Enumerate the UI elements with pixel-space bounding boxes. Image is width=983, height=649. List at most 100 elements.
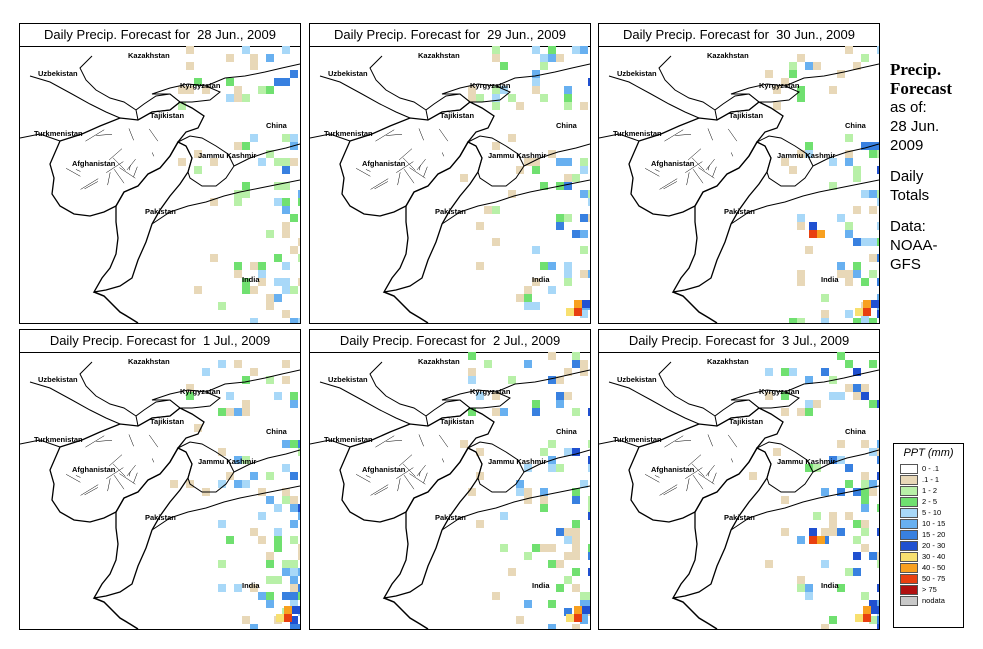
- precip-cell: [564, 278, 572, 286]
- precip-cell: [582, 300, 590, 308]
- precip-cell: [805, 62, 813, 70]
- precip-cell: [226, 78, 234, 86]
- precip-cell: [765, 392, 773, 400]
- precip-cell: [540, 496, 548, 504]
- province-line: [151, 458, 155, 463]
- precip-cell: [282, 560, 290, 568]
- precip-cell: [508, 94, 516, 102]
- precip-cell: [564, 448, 572, 456]
- precip-cell: [266, 472, 274, 480]
- precip-cell: [845, 222, 853, 230]
- precip-cell: [797, 54, 805, 62]
- country-label: Tajikistan: [729, 111, 763, 120]
- precip-cell: [861, 528, 869, 536]
- precip-cell: [821, 310, 829, 318]
- precip-cell: [572, 568, 580, 576]
- precip-cell: [797, 150, 805, 158]
- province-line: [149, 128, 159, 142]
- precip-cell: [540, 544, 548, 552]
- precip-cell: [290, 214, 298, 222]
- precip-cell: [532, 408, 540, 416]
- precip-cell: [250, 472, 258, 480]
- country-label: India: [821, 275, 839, 284]
- country-label: Pakistan: [145, 207, 176, 216]
- turkmenistan-boundary: [20, 133, 61, 142]
- precip-cell: [524, 488, 532, 496]
- precip-cell: [861, 278, 869, 286]
- province-line: [398, 148, 413, 161]
- precip-cell: [853, 536, 861, 544]
- precip-cell: [574, 308, 582, 316]
- precip-cell: [284, 606, 292, 614]
- precip-cell: [484, 206, 492, 214]
- precip-cell: [765, 368, 773, 376]
- side-info: Precip. Forecast as of: 28 Jun. 2009 Dai…: [890, 60, 980, 274]
- province-line: [644, 474, 660, 483]
- province-line: [416, 158, 426, 171]
- province-line: [707, 434, 713, 447]
- precip-cell: [242, 94, 250, 102]
- precip-cell: [274, 278, 282, 286]
- precip-cell: [492, 592, 500, 600]
- precip-cell: [290, 496, 298, 504]
- precip-cell: [218, 448, 226, 456]
- legend-item: 15 - 20: [900, 529, 963, 540]
- precip-cell: [853, 568, 861, 576]
- precip-cells: [749, 352, 879, 629]
- legend-label: nodata: [922, 596, 945, 605]
- precip-cell: [556, 464, 564, 472]
- precip-cell: [508, 134, 516, 142]
- precip-cell: [242, 616, 250, 624]
- country-label: India: [242, 275, 260, 284]
- precip-cell: [290, 584, 298, 592]
- legend-item: 0 - .1: [900, 463, 963, 474]
- precip-cell: [548, 376, 556, 384]
- precip-cell: [290, 576, 298, 584]
- precip-cell: [877, 528, 879, 536]
- province-line: [85, 435, 105, 448]
- province-line: [692, 168, 704, 184]
- precip-cell: [877, 616, 879, 624]
- legend-label: 10 - 15: [922, 519, 946, 528]
- province-line: [423, 472, 428, 483]
- province-line: [80, 484, 99, 496]
- precip-cell: [829, 86, 837, 94]
- province-line: [107, 478, 111, 492]
- precip-cell: [468, 352, 476, 360]
- province-line: [686, 172, 690, 186]
- turkmenistan-boundary: [599, 133, 640, 142]
- precip-cell: [292, 606, 300, 614]
- country-label: Jammu Kashmir: [488, 151, 546, 160]
- precip-cell: [274, 198, 282, 206]
- precip-cell: [524, 496, 532, 504]
- province-line: [126, 158, 136, 171]
- precip-cell: [492, 238, 500, 246]
- province-line: [365, 169, 371, 172]
- precip-cell: [781, 408, 789, 416]
- uzbekistan-boundary: [29, 55, 137, 119]
- province-line: [675, 133, 692, 136]
- province-line: [418, 165, 421, 171]
- precip-cell: [797, 94, 805, 102]
- precip-cell: [566, 614, 574, 622]
- precip-cell: [588, 568, 590, 576]
- precip-cell: [250, 368, 258, 376]
- china-boundary: [205, 63, 300, 167]
- province-line: [106, 467, 124, 479]
- precip-cell: [274, 528, 282, 536]
- precip-cell: [298, 544, 300, 552]
- precip-cells: [765, 46, 879, 323]
- precip-cell: [789, 318, 797, 323]
- precip-cell: [869, 488, 877, 496]
- precip-map: Kazakhstan Uzbekistan Kyrgyzstan Tajikistan…: [599, 46, 879, 323]
- precip-cell: [789, 62, 797, 70]
- kyrgyzstan-boundary: [730, 389, 800, 409]
- precip-cell: [234, 456, 242, 464]
- province-line: [151, 152, 155, 157]
- precip-cell: [516, 166, 524, 174]
- precip-cell: [580, 230, 588, 238]
- precip-cell: [845, 568, 853, 576]
- precip-cell: [524, 302, 532, 310]
- precip-cell: [250, 318, 258, 323]
- precip-cell: [877, 294, 879, 302]
